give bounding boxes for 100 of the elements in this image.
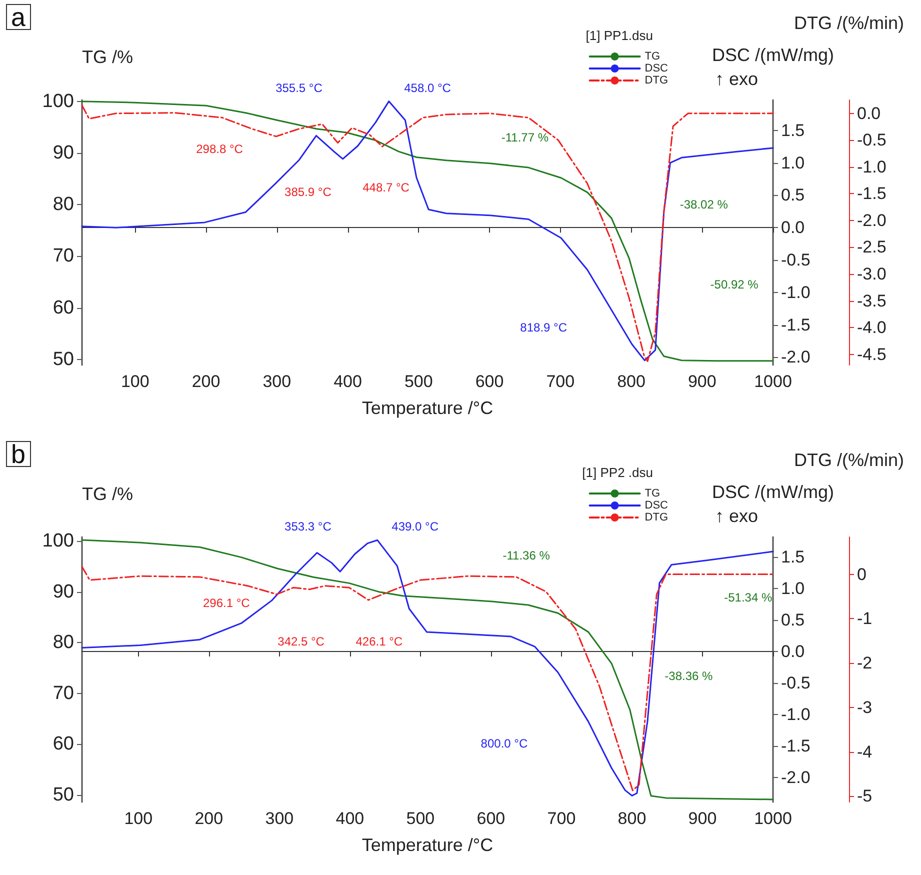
y3-tick-label: -3.0 <box>857 264 886 284</box>
y-axis-title: TG /% <box>82 484 134 504</box>
x-tick-label: 500 <box>404 372 433 391</box>
y3-tick-label: -0.5 <box>857 130 886 150</box>
y2-tick-label: -2.0 <box>781 768 810 787</box>
y2-tick-label: -0.5 <box>781 674 810 693</box>
y-tick-label: 90 <box>52 142 74 164</box>
y3-tick-label: -4.5 <box>857 344 886 364</box>
annotation: -38.02 % <box>680 198 728 212</box>
annotation: 296.1 °C <box>203 596 250 610</box>
x-tick-label: 1000 <box>754 372 792 391</box>
y3-tick-label: -5 <box>857 786 872 806</box>
annotation: 385.9 °C <box>284 185 332 200</box>
y3-tick-label: -1 <box>857 609 872 628</box>
y3-tick-label: 0.0 <box>857 104 881 123</box>
x-tick-label: 300 <box>265 809 294 828</box>
legend-title: [1] PP2 .dsu <box>582 465 654 480</box>
x-tick-label: 100 <box>120 372 150 391</box>
y-tick-label: 100 <box>42 91 74 112</box>
text: 353.3 °C <box>284 519 332 534</box>
x-tick-label: 1000 <box>754 809 792 828</box>
y2-tick-label: 1.5 <box>781 120 805 140</box>
chart-title: b <box>11 439 26 469</box>
text: 355.5 °C <box>276 81 323 96</box>
x-tick-label: 400 <box>336 809 364 828</box>
annotation: 448.7 °C <box>362 180 410 195</box>
x-tick-label: 900 <box>688 372 716 391</box>
y2-axis-title: DSC /(mW/mg) <box>712 482 834 502</box>
annotation: -50.92 % <box>710 278 759 292</box>
legend-label: TG <box>644 50 660 62</box>
x-tick-label: 300 <box>262 372 292 391</box>
annotation: 426.1 °C <box>356 634 403 649</box>
y3-tick-label: -1.5 <box>857 184 886 204</box>
y3-axis-title: DTG /(%/min) <box>794 450 904 470</box>
y-tick-label: 100 <box>42 530 74 552</box>
y2-tick-label: -1.0 <box>781 705 810 724</box>
legend-label: TG <box>644 488 660 500</box>
y-tick-label: 90 <box>52 581 74 602</box>
y3-tick-label: -3.5 <box>857 291 886 310</box>
y2-tick-label: 1.0 <box>781 153 805 172</box>
x-tick-label: 600 <box>475 372 504 391</box>
x-tick-label: 800 <box>617 372 646 391</box>
y3-tick-label: -1.0 <box>857 157 886 176</box>
y3-axis-title: DTG /(%/min) <box>794 13 904 33</box>
y2-tick-label: 0.5 <box>781 610 805 630</box>
y-tick-label: 50 <box>52 348 74 370</box>
annotation: 818.9 °C <box>520 320 568 334</box>
y-axis-title: TG /% <box>82 47 134 67</box>
y3-tick-label: -4 <box>857 742 872 762</box>
x-tick-label: 700 <box>546 372 575 391</box>
legend-title: [1] PP1.dsu <box>586 28 654 43</box>
y2-tick-label: 0.0 <box>781 642 805 662</box>
y2-tick-label: -2.0 <box>781 348 810 367</box>
text: ↑ exo <box>715 506 758 526</box>
x-tick-label: 800 <box>618 809 646 828</box>
annotation: -38.36 % <box>664 669 714 684</box>
y2-axis-title: DSC /(mW/mg) <box>712 45 834 65</box>
y2-tick-label: 1.0 <box>781 579 805 598</box>
y2-tick-label: 1.5 <box>781 548 805 567</box>
annotation: -11.36 % <box>502 548 550 562</box>
annotation: -11.77 % <box>501 130 549 145</box>
y2-tick-label: 0.0 <box>781 218 805 238</box>
x-axis-title: Temperature /°C <box>362 398 494 418</box>
chart-title: a <box>11 2 26 32</box>
text: 458.0 °C <box>404 81 452 96</box>
y-tick-label: 70 <box>52 682 74 704</box>
y-tick-label: 60 <box>52 734 74 755</box>
y3-tick-label: -3 <box>857 698 872 717</box>
x-tick-label: 100 <box>124 809 153 828</box>
x-tick-label: 500 <box>406 809 435 828</box>
x-tick-label: 700 <box>547 809 576 828</box>
y2-tick-label: -1.5 <box>781 736 810 756</box>
text: 439.0 °C <box>392 519 439 534</box>
y-tick-label: 80 <box>52 194 74 216</box>
x-tick-label: 900 <box>688 809 717 828</box>
x-tick-label: 600 <box>476 809 506 828</box>
y-tick-label: 70 <box>52 246 74 267</box>
text: ↑ exo <box>715 69 758 89</box>
y3-tick-label: -2 <box>857 654 872 673</box>
legend-label: DTG <box>644 512 668 524</box>
annotation: 298.8 °C <box>196 142 244 156</box>
legend-label: DSC <box>644 500 668 512</box>
y-tick-label: 60 <box>52 297 74 318</box>
y3-tick-label: 0 <box>857 564 866 584</box>
legend-label: DSC <box>644 62 668 74</box>
y3-tick-label: -4.0 <box>857 318 886 338</box>
annotation: 342.5 °C <box>278 634 325 649</box>
y2-tick-label: -0.5 <box>781 250 810 270</box>
annotation: -51.34 % <box>724 590 772 604</box>
y3-tick-label: -2.5 <box>857 238 886 257</box>
y2-tick-label: 0.5 <box>781 186 805 205</box>
y2-tick-label: -1.5 <box>781 315 810 334</box>
x-tick-label: 200 <box>194 809 224 828</box>
y-tick-label: 80 <box>52 632 74 654</box>
x-tick-label: 400 <box>334 372 362 391</box>
x-axis-title: Temperature /°C <box>362 835 494 855</box>
legend-label: DTG <box>644 74 668 86</box>
y-tick-label: 50 <box>52 784 74 806</box>
annotation: 800.0 °C <box>480 736 528 751</box>
x-tick-label: 200 <box>192 372 220 391</box>
